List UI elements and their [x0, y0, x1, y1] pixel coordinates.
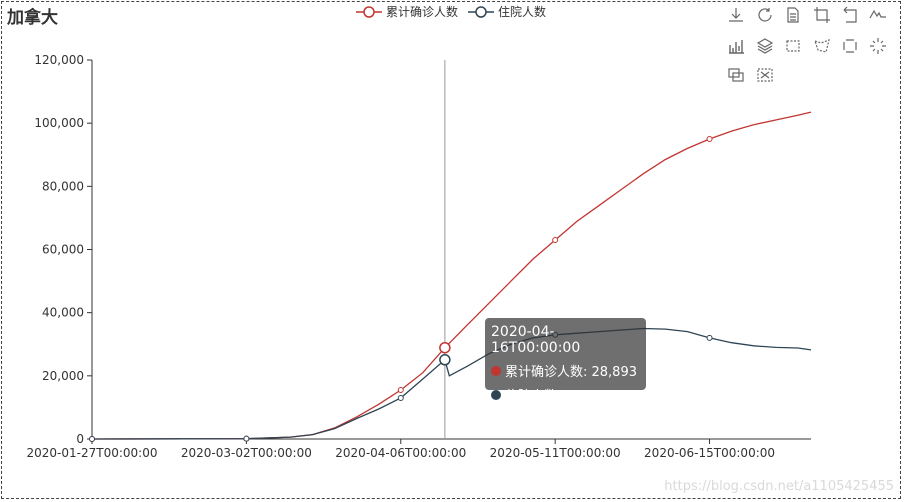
x-tick-label: 2020-01-27T00:00:00 — [27, 446, 158, 460]
polygon-select-icon[interactable] — [813, 37, 831, 55]
data-point[interactable] — [397, 387, 404, 394]
clear-brush-icon[interactable] — [756, 66, 774, 84]
data-point[interactable] — [552, 237, 559, 244]
brush-icon[interactable] — [727, 66, 745, 84]
tooltip-header: 2020-04-16T00:00:00 — [491, 324, 581, 356]
tooltip-label-hospital: 住院人数: 25,075 — [505, 389, 611, 404]
zoom-select-icon[interactable] — [813, 6, 831, 24]
x-axis: 2020-01-27T00:00:00 2020-03-02T00:00:00 20… — [27, 438, 811, 460]
tooltip-label-confirmed: 累计确诊人数: 28,893 — [505, 365, 637, 380]
chart-title: 加拿大 — [7, 8, 58, 28]
line-chart-icon[interactable] — [869, 6, 887, 24]
x-tick-label: 2020-06-15T00:00:00 — [644, 446, 775, 460]
x-tick-label: 2020-03-02T00:00:00 — [181, 446, 312, 460]
download-icon[interactable] — [727, 6, 745, 24]
data-point[interactable] — [243, 435, 250, 442]
x-tick-label: 2020-04-06T00:00:00 — [335, 446, 466, 460]
y-tick-label: 80,000 — [42, 179, 84, 193]
tooltip-row-hospital: 住院人数: 25,075 — [491, 385, 640, 404]
tooltip: 2020-04-16T00:00:00 累计确诊人数: 28,893 住院人数:… — [485, 318, 646, 404]
data-point[interactable] — [397, 394, 404, 401]
highlight-point[interactable] — [439, 341, 451, 354]
series-line-confirmed[interactable] — [91, 111, 812, 440]
y-tick-label: 40,000 — [42, 306, 84, 320]
legend-marker-confirmed — [356, 5, 382, 18]
zoom-reset-icon[interactable] — [841, 6, 859, 24]
data-point[interactable] — [706, 135, 713, 142]
legend-marker-hospital — [468, 5, 495, 18]
y-tick-label: 100,000 — [34, 116, 84, 130]
series-line-hospital[interactable] — [91, 327, 812, 440]
y-tick-label: 20,000 — [42, 369, 84, 383]
x-tick-label: 2020-05-11T00:00:00 — [490, 446, 621, 460]
tooltip-row-confirmed: 累计确诊人数: 28,893 — [491, 361, 640, 380]
y-tick-label: 0 — [76, 432, 84, 446]
y-tick-label: 60,000 — [42, 243, 84, 257]
tooltip-dot-hospital — [491, 389, 501, 400]
data-point[interactable] — [89, 436, 95, 442]
data-view-icon[interactable] — [784, 6, 802, 24]
watermark: https://blog.csdn.net/a1105425455 — [664, 479, 894, 494]
legend-label-hospital: 住院人数 — [498, 5, 547, 19]
stack-icon[interactable] — [756, 37, 774, 55]
keep-select-icon[interactable] — [841, 37, 859, 55]
series-group — [89, 111, 812, 442]
clear-select-icon[interactable] — [869, 37, 887, 55]
rect-select-icon[interactable] — [784, 37, 802, 55]
tooltip-dot-confirmed — [491, 365, 501, 376]
refresh-icon[interactable] — [756, 6, 774, 24]
y-tick-label: 120,000 — [34, 53, 84, 67]
highlight-point[interactable] — [439, 354, 451, 366]
data-point[interactable] — [706, 334, 713, 341]
legend-item-confirmed[interactable]: 累计确诊人数 — [356, 3, 458, 20]
legend-label-confirmed: 累计确诊人数 — [386, 5, 459, 19]
bar-chart-icon[interactable] — [727, 37, 745, 55]
legend-item-hospital[interactable]: 住院人数 — [468, 3, 546, 20]
legend: 累计确诊人数 住院人数 — [356, 3, 546, 20]
y-axis: 0 20,000 40,000 60,000 80,000 100,000 120,000 — [34, 53, 93, 446]
